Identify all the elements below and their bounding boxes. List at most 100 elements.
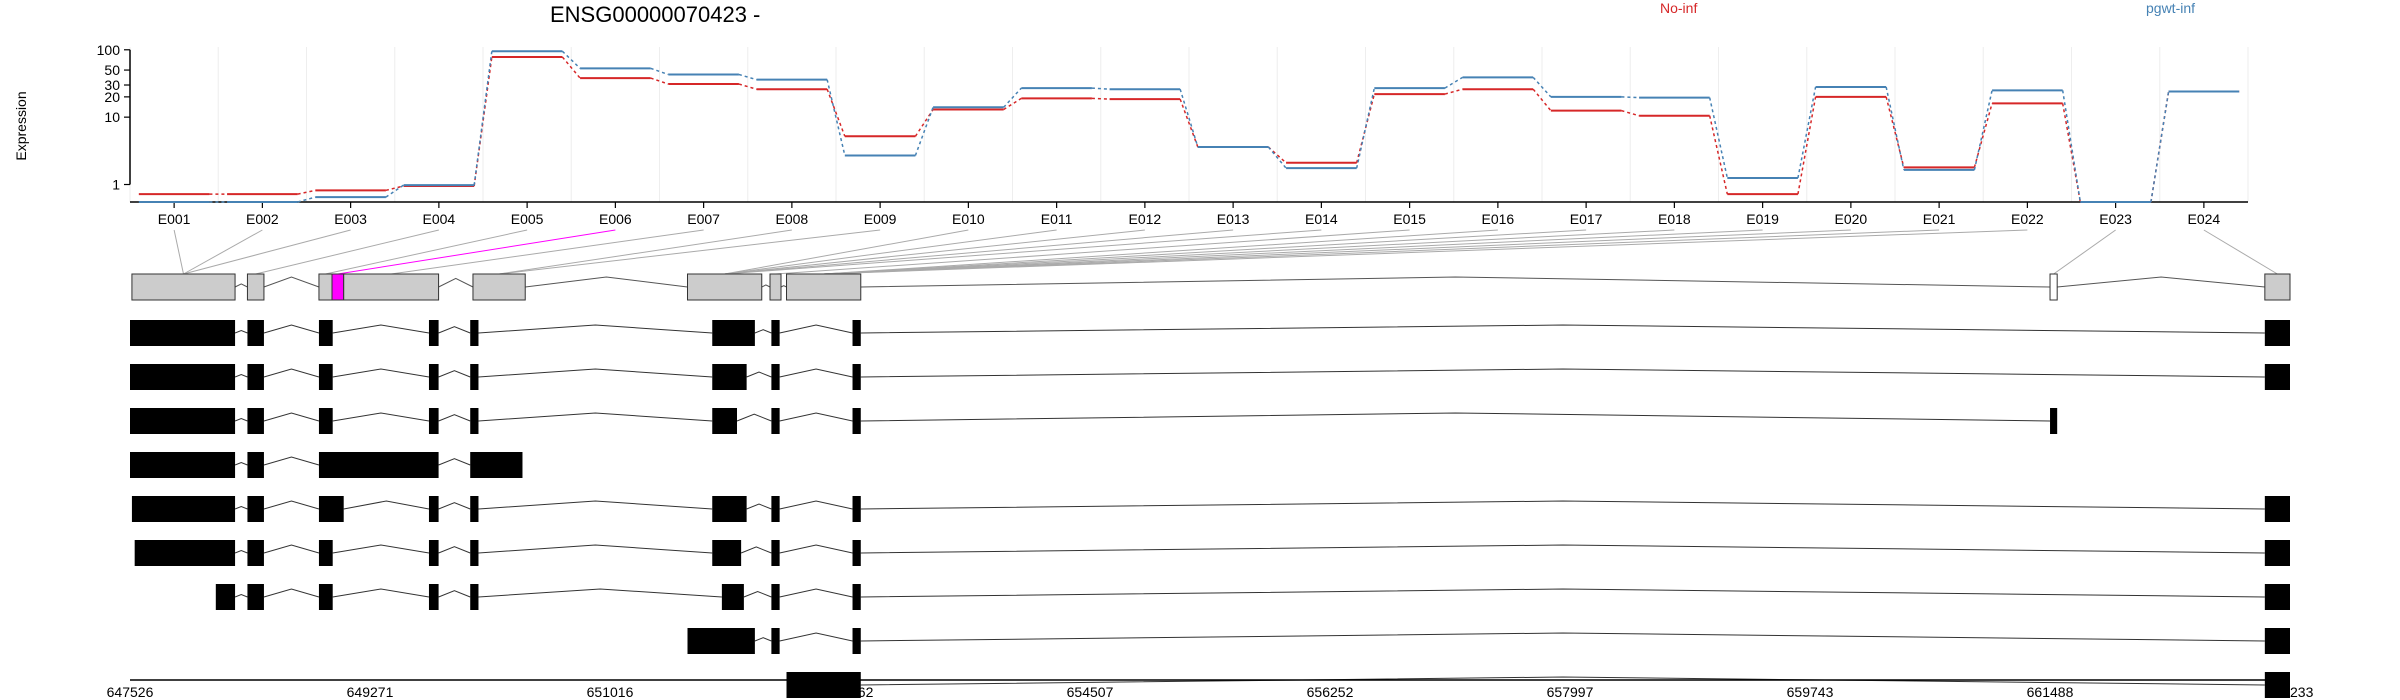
transcript-exon [134,540,236,566]
series-connector [473,56,493,187]
y-axis-label: Expression [13,91,29,160]
transcript-exon [2050,408,2058,434]
gene-model-intron [761,284,771,288]
transcript-exon [470,452,523,478]
series-connector [1267,146,1287,164]
transcript-row [130,364,2290,390]
transcript-exon [318,540,333,566]
transcript-exon [712,496,747,522]
series-connector [1797,96,1817,195]
transcript-intron [438,502,471,510]
transcript-intron [438,590,471,598]
exon-connector-e012 [724,229,1145,275]
x-tick-label-e005: E005 [511,211,544,227]
transcript-row [130,452,523,478]
transcript-intron [860,544,2265,554]
gene-model-exon [131,273,236,301]
transcript-exon [721,584,744,610]
series-connector [1621,96,1640,99]
transcript-exon [2264,584,2290,610]
transcript-intron [779,588,853,598]
transcript-intron [438,370,471,378]
series-connector [561,50,581,69]
x-tick-label-e021: E021 [1923,211,1956,227]
transcript-intron [438,546,471,554]
transcript-exon [130,364,236,390]
transcript-exon [470,540,479,566]
transcript-intron [779,632,853,642]
series-connector [1179,98,1199,148]
y-tick-label: 10 [104,109,120,125]
series-connector [2061,90,2082,203]
transcript-exon [470,584,479,610]
genomic-tick-label: 656252 [1307,684,1354,700]
series-connector [826,88,846,137]
x-tick-label-e008: E008 [776,211,809,227]
transcript-row [130,408,2058,434]
gene-model-intron [263,276,320,288]
gene-model-intron [234,283,248,288]
transcript-exon [247,320,264,346]
series-connector [2150,91,2170,203]
gene-model-exon [318,273,333,301]
exon-connector-e021 [823,229,1940,275]
transcript-row [786,672,2290,698]
transcript-exon [247,496,264,522]
transcript-intron [234,329,248,334]
series-connector [1885,86,1905,171]
series-connector [561,56,581,79]
transcript-intron [478,368,713,378]
series-connector [1532,76,1552,98]
y-tick-label: 1 [112,177,120,193]
genomic-tick-label: 663233 [2267,684,2314,700]
transcript-row [215,584,2290,610]
x-tick-label-e012: E012 [1129,211,1162,227]
transcript-intron [438,326,471,334]
transcript-exon [852,496,861,522]
genomic-tick-label: 651016 [587,684,634,700]
transcript-exon [130,408,236,434]
exon-connector-e003 [183,229,351,275]
transcript-intron [263,368,320,378]
transcript-exon [852,584,861,610]
exon-connector-e018 [823,229,1675,275]
exon-connector-e007 [391,229,704,275]
series-connector [1708,97,1729,179]
gene-model-intron [780,285,787,288]
transcript-intron [332,324,430,334]
transcript-intron [779,324,853,334]
transcript-intron [754,637,772,642]
transcript-exon [318,584,333,610]
x-tick-label-e009: E009 [864,211,897,227]
series-connector [1003,87,1022,108]
transcript-exon [852,320,861,346]
series-connector [1355,87,1376,169]
transcript-exon [318,364,333,390]
series-connector [1179,88,1199,148]
x-tick-label-e006: E006 [599,211,632,227]
y-tick-label: 30 [104,77,120,93]
transcript-intron [743,590,772,598]
genomic-tick-label: 652762 [827,684,874,700]
x-tick-label-e001: E001 [158,211,191,227]
transcript-exon [247,584,264,610]
transcript-row [130,320,2290,346]
series-connector [473,51,493,186]
transcript-exon [318,320,333,346]
transcript-exon [318,408,333,434]
transcript-intron [343,500,430,510]
series-connector [1532,88,1552,112]
transcript-exon [712,320,755,346]
transcript-exon [2264,496,2290,522]
x-tick-label-e019: E019 [1746,211,1779,227]
y-tick-label: 50 [104,62,120,78]
x-tick-label-e016: E016 [1482,211,1515,227]
series-connector [1091,87,1110,90]
transcript-exon [247,452,264,478]
legend-pgwt-inf: pgwt-inf [2146,0,2195,16]
transcript-exon [215,584,236,610]
transcript-row [134,540,2290,566]
transcript-intron [860,588,2265,598]
transcript-intron [746,503,772,510]
transcript-exon [771,496,780,522]
